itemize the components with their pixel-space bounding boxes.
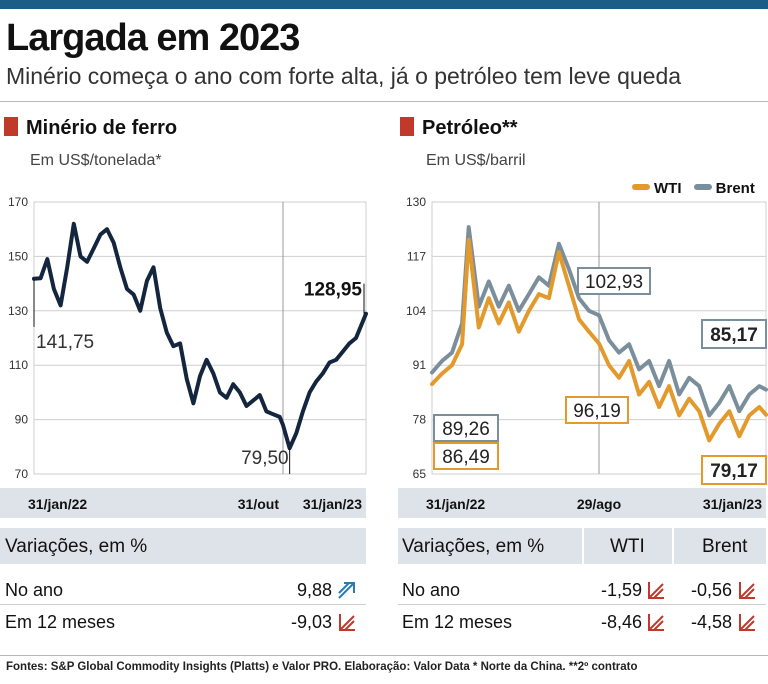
- y-tick-label: 90: [15, 413, 29, 427]
- charts-canvas: 170 150 130 110 90 70 31/jan/22 31/out 31/jan/23…: [0, 195, 768, 518]
- x-tick-label: 31/jan/22: [426, 496, 485, 512]
- series-line-wti: [430, 237, 768, 443]
- legend-wti: WTI: [632, 180, 682, 197]
- iron-row-12m-value: -9,03: [290, 612, 332, 632]
- oil-unit-label: Em US$/barril: [426, 152, 526, 169]
- row-separator: [0, 604, 366, 605]
- y-tick-label: 70: [15, 467, 29, 481]
- oil-chart: 130 117 104 91 78 65 31/jan/22 29/ago 31/jan/23 8…: [398, 195, 768, 518]
- y-tick-label: 91: [413, 358, 427, 372]
- oil-variations-title: Variações, em %: [402, 536, 545, 557]
- arrow-down-icon: [739, 582, 755, 599]
- iron-chart: 170 150 130 110 90 70 31/jan/22 31/out 31/jan/23…: [0, 195, 368, 518]
- page-title: Largada em 2023: [6, 17, 300, 59]
- legend-brent-swatch: [693, 184, 712, 190]
- oil-title-text: Petróleo**: [422, 117, 518, 139]
- oil-row-12m-wti: -8,46: [600, 612, 642, 632]
- arrow-up-icon: [338, 582, 355, 599]
- x-tick-label: 31/jan/23: [703, 496, 762, 512]
- annotation-brent-mid-box: [577, 267, 651, 295]
- oil-row-12m-brent: -4,58: [690, 612, 732, 632]
- col-divider: [582, 528, 584, 564]
- annotation-brent-mid: 102,93: [585, 272, 643, 293]
- x-axis-band: [0, 488, 366, 518]
- annotation-end-value: 128,95: [304, 280, 363, 301]
- y-tick-label: 78: [413, 413, 427, 427]
- annotation-wti-end-box: [701, 455, 767, 485]
- series-line-min-rio-de-ferro: [32, 221, 368, 451]
- oil-legend: WTI Brent: [632, 180, 755, 197]
- oil-row-year-label: No ano: [402, 580, 461, 600]
- legend-wti-swatch: [632, 184, 650, 190]
- row-separator: [398, 604, 766, 605]
- x-tick-label: 31/jan/23: [303, 496, 362, 512]
- x-tick-label: 29/ago: [577, 496, 621, 512]
- oil-row-year-brent: -0,56: [690, 580, 732, 600]
- annotation-start-value: 141,75: [36, 332, 94, 353]
- y-tick-label: 117: [407, 249, 426, 263]
- annotation-wti-mid-box: [565, 396, 629, 424]
- annotation-brent-start-box: [433, 414, 499, 442]
- annotation-wti-start-box: [433, 442, 499, 470]
- oil-col-brent: Brent: [702, 536, 748, 557]
- iron-variations-header: Variações, em %: [0, 528, 366, 564]
- iron-row-12m-label: Em 12 meses: [5, 612, 116, 632]
- y-tick-label: 110: [9, 358, 28, 372]
- page-subtitle: Minério começa o ano com forte alta, já …: [6, 63, 682, 89]
- legend-brent: Brent: [693, 180, 755, 197]
- annotation-min-value: 79,50: [241, 448, 289, 469]
- series-line-brent: [430, 225, 768, 418]
- oil-row-year-wti: -1,59: [600, 580, 642, 600]
- y-tick-label: 104: [406, 304, 426, 318]
- oil-section-title: Petróleo**: [400, 117, 518, 140]
- footer-sources: Fontes: S&P Global Commodity Insights (P…: [6, 661, 638, 673]
- red-square-icon: [400, 117, 414, 136]
- oil-row-12m-label: Em 12 meses: [402, 612, 513, 632]
- y-tick-label: 130: [8, 304, 28, 318]
- annotation-wti-start: 86,49: [442, 447, 490, 468]
- red-square-icon: [4, 117, 18, 136]
- x-axis-band: [398, 488, 766, 518]
- annotation-brent-end: 85,17: [710, 325, 758, 346]
- legend-wti-label: WTI: [654, 180, 682, 197]
- y-tick-label: 170: [8, 195, 28, 209]
- iron-variations-title: Variações, em %: [5, 536, 148, 557]
- arrow-down-icon: [648, 582, 664, 599]
- arrow-down-icon: [339, 614, 355, 631]
- y-tick-label: 150: [8, 249, 28, 263]
- annotation-wti-end: 79,17: [710, 461, 758, 482]
- legend-brent-label: Brent: [715, 180, 755, 197]
- header-divider: [0, 101, 768, 102]
- top-color-bar: [0, 0, 768, 9]
- iron-row-year-label: No ano: [5, 580, 64, 600]
- iron-unit-label: Em US$/tonelada*: [30, 152, 162, 169]
- y-tick-label: 65: [413, 467, 427, 481]
- oil-col-wti: WTI: [610, 536, 645, 557]
- annotation-wti-mid: 96,19: [573, 401, 621, 422]
- iron-title-text: Minério de ferro: [26, 117, 178, 139]
- col-divider: [672, 528, 674, 564]
- arrow-down-icon: [739, 614, 755, 631]
- x-tick-label: 31/out: [238, 496, 280, 512]
- annotation-brent-end-box: [701, 319, 767, 349]
- footer-divider: [0, 655, 768, 656]
- iron-row-year-value: 9,88: [296, 580, 332, 600]
- arrow-down-icon: [648, 614, 664, 631]
- iron-section-title: Minério de ferro: [4, 117, 177, 140]
- annotation-brent-start: 89,26: [442, 419, 490, 440]
- x-tick-label: 31/jan/22: [28, 496, 87, 512]
- y-tick-label: 130: [406, 195, 426, 209]
